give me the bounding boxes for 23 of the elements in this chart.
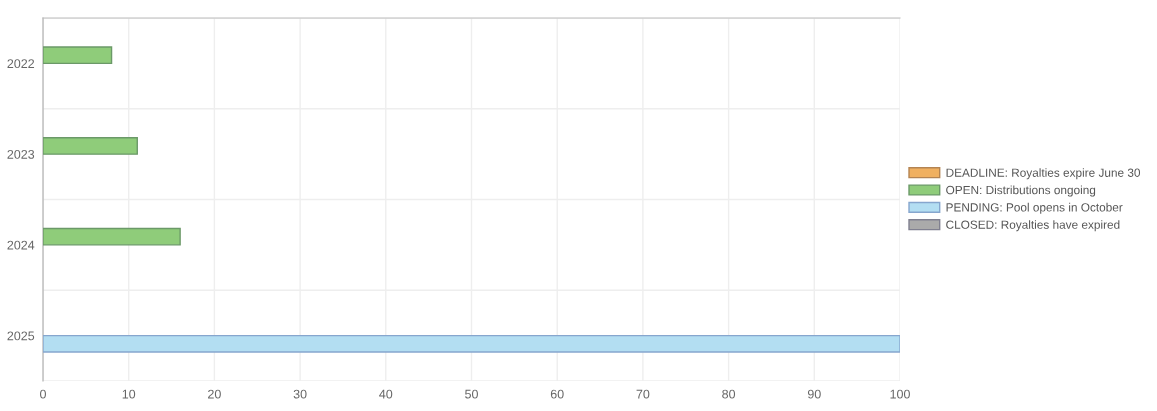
y-tick-label: 2024 (7, 240, 35, 250)
x-tick-label: 50 (465, 389, 478, 399)
x-tick-label: 70 (636, 389, 650, 399)
legend-label: DEADLINE: Royalties expire June 30 (946, 168, 1141, 180)
bar (43, 334, 900, 353)
legend-label: CLOSED: Royalties have expired (946, 220, 1120, 232)
y-tick-label: 2023 (7, 149, 35, 159)
bar (43, 46, 113, 65)
y-tick-label: 2022 (7, 59, 35, 69)
bar (43, 137, 138, 155)
x-tick-label: 100 (890, 389, 910, 399)
legend-label: OPEN: Distributions ongoing (946, 185, 1096, 197)
x-tick-label: 90 (807, 389, 821, 399)
x-tick-label: 60 (550, 389, 564, 399)
x-tick-label: 20 (208, 389, 221, 399)
x-tick-label: 0 (40, 389, 46, 399)
x-tick-label: 10 (122, 389, 136, 399)
x-tick-label: 40 (379, 389, 393, 399)
y-tick-label: 2025 (7, 331, 35, 341)
x-tick-label: 80 (722, 389, 736, 399)
legend-label: PENDING: Pool opens in October (946, 202, 1123, 214)
x-tick-label: 30 (293, 389, 307, 399)
bar (43, 227, 181, 246)
